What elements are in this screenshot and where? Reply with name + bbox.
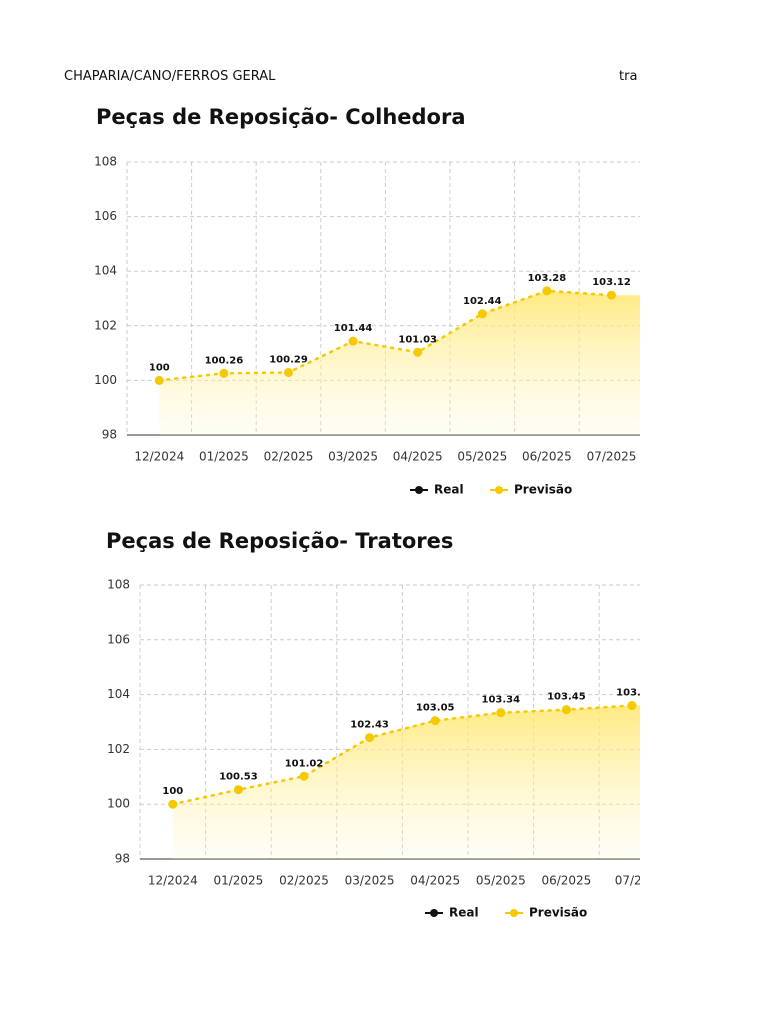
point	[168, 799, 178, 809]
value-label: 103.12	[592, 277, 631, 288]
point	[542, 286, 552, 296]
value-label: 100	[162, 786, 183, 797]
legend-label: Real	[434, 483, 464, 497]
value-label: 102.43	[350, 720, 389, 731]
y-tick-label: 104	[94, 264, 117, 278]
point	[430, 716, 440, 726]
header-left: CHAPARIA/CANO/FERROS GERAL	[64, 69, 276, 84]
y-tick-label: 106	[107, 632, 130, 646]
legend-dot	[510, 909, 518, 917]
point	[477, 309, 487, 319]
legend-label: Real	[449, 906, 479, 920]
x-tick-label: 05/2025	[476, 874, 526, 888]
area	[159, 290, 640, 435]
x-tick-label: 06/2025	[541, 874, 591, 888]
value-label: 100.53	[219, 772, 258, 783]
point	[627, 701, 637, 711]
x-tick-label: 07/2025	[587, 450, 637, 464]
y-tick-label: 108	[107, 578, 130, 592]
y-tick-label: 102	[94, 318, 117, 332]
point	[233, 785, 243, 795]
x-tick-label: 12/2024	[134, 450, 184, 464]
value-label: 103.34	[482, 695, 521, 706]
point	[365, 733, 375, 743]
y-tick-label: 108	[94, 155, 117, 169]
point	[561, 705, 571, 715]
point	[607, 290, 616, 300]
chart: Peças de Reposição- Tratores 98 100 102 104 1…	[106, 529, 640, 920]
line	[171, 704, 634, 806]
legend-label: Previsão	[514, 483, 572, 497]
legend-dot	[430, 909, 438, 917]
area	[172, 705, 640, 859]
value-label: 101.03	[398, 334, 437, 345]
x-tick-label: 07/20	[615, 874, 640, 888]
x-tick-label: 02/2025	[264, 450, 314, 464]
point	[219, 368, 229, 378]
point	[154, 375, 164, 385]
header-right: tra	[619, 69, 638, 84]
x-tick-label: 03/2025	[328, 450, 378, 464]
y-tick-label: 104	[107, 687, 130, 701]
point	[284, 367, 293, 377]
chart-title: Peças de Reposição- Tratores	[106, 529, 453, 553]
x-tick-label: 03/2025	[345, 874, 395, 888]
value-label: 103.05	[416, 703, 455, 714]
y-tick-label: 98	[115, 852, 130, 866]
point	[413, 347, 423, 357]
x-tick-label: 04/2025	[410, 874, 460, 888]
chart-title: Peças de Reposição- Colhedora	[96, 105, 466, 129]
value-label: 103.45	[547, 692, 586, 703]
x-tick-label: 12/2024	[148, 874, 198, 888]
x-tick-label: 04/2025	[393, 450, 443, 464]
x-tick-label: 01/2025	[213, 874, 263, 888]
point	[496, 708, 506, 718]
x-tick-label: 02/2025	[279, 874, 329, 888]
y-tick-label: 100	[94, 373, 117, 387]
legend-label: Previsão	[529, 906, 587, 920]
value-label: 103.28	[528, 273, 567, 284]
y-tick-label: 102	[107, 742, 130, 756]
value-label: 103.6	[616, 688, 640, 699]
point	[348, 336, 358, 346]
chart: Peças de Reposição- Colhedora 98 100 102 104…	[94, 105, 640, 497]
value-label: 101.44	[334, 323, 373, 334]
x-tick-label: 06/2025	[522, 450, 572, 464]
value-label: 100	[149, 362, 170, 373]
legend-dot	[415, 486, 423, 494]
value-label: 100.29	[269, 354, 308, 365]
x-tick-label: 01/2025	[199, 450, 249, 464]
y-tick-label: 100	[107, 797, 130, 811]
value-label: 101.02	[285, 758, 324, 769]
y-tick-label: 98	[102, 428, 117, 442]
point	[299, 771, 309, 781]
x-tick-label: 05/2025	[457, 450, 507, 464]
value-label: 100.26	[205, 355, 244, 366]
value-label: 102.44	[463, 296, 502, 307]
legend-dot	[495, 486, 503, 494]
line	[158, 289, 613, 382]
y-tick-label: 106	[94, 209, 117, 223]
